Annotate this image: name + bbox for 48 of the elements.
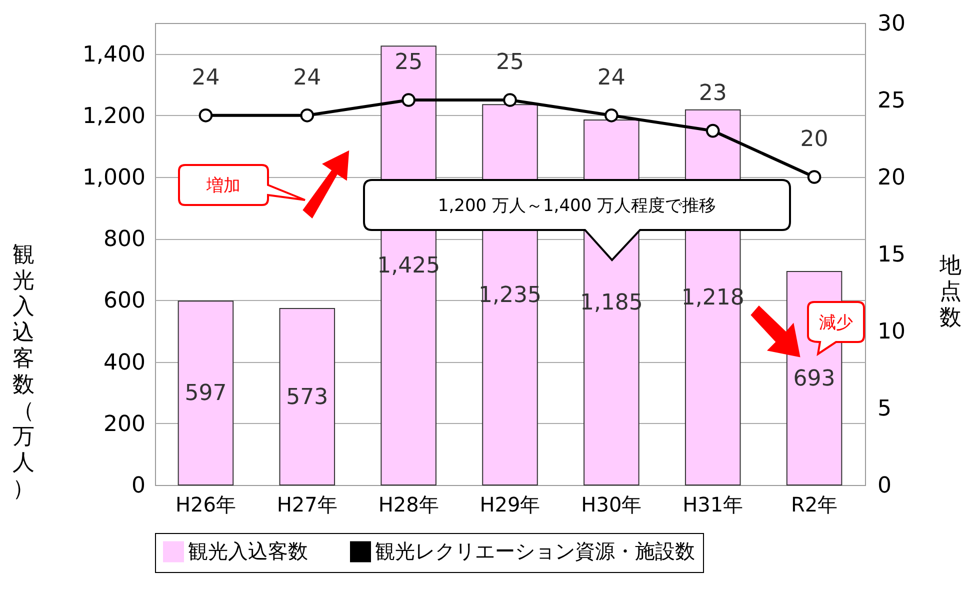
data-label: 23 [698,80,727,106]
y2-tick-label: 10 [878,320,906,344]
y-tick-label: 0 [132,474,146,498]
legend-label: 観光入込客数 [188,538,308,563]
legend-label: 観光レクリエーション資源・施設数 [375,538,695,563]
annotation: 1,200 万人～1,400 万人程度で推移 [436,194,718,218]
data-label: 24 [192,65,220,90]
y-tick-label: 600 [104,288,146,314]
y2-tick-label: 15 [878,242,906,268]
y2-tick-label: 0 [878,474,892,498]
y-tick-label: 1,400 [82,42,146,68]
x-tick-label: H26年 [175,492,236,516]
data-label: 24 [293,65,322,90]
text: 観光入込客数（万人） [12,242,34,502]
y-tick-label: 1,000 [82,166,146,190]
point [706,124,720,138]
annotation: 減少 [818,312,854,334]
x-tick-label: H31年 [682,492,744,516]
x-tick-label: H28年 [378,492,439,516]
x-tick-label: H27年 [276,492,338,516]
point [300,108,314,122]
y2-tick-label: 20 [878,166,906,190]
y2-tick-label: 5 [878,396,892,422]
x-tick-label: H29年 [480,492,540,516]
y2-axis-title: 地点数 [938,254,962,330]
point [807,170,822,184]
data-label: 597 [184,381,227,406]
point [198,108,213,122]
bar [279,308,336,486]
data-label: 693 [793,366,836,392]
data-label: 24 [597,65,626,90]
y2-tick-label: 25 [878,88,906,114]
point [402,93,416,107]
data-label: 573 [286,384,328,410]
bar [178,300,234,486]
point [503,93,517,107]
point [604,108,618,122]
y-tick-label: 400 [104,350,146,376]
data-label: 25 [394,50,423,75]
x-tick-label: R2年 [790,492,838,516]
data-label: 20 [800,127,828,152]
y-tick-label: 800 [104,227,146,252]
y2-tick-label: 30 [878,12,906,36]
y-tick-label: 200 [104,412,146,437]
data-label: 25 [496,50,524,75]
x-tick-label: H30年 [581,492,642,516]
annotation: 増加 [206,174,242,198]
y-tick-label: 1,200 [82,104,146,129]
